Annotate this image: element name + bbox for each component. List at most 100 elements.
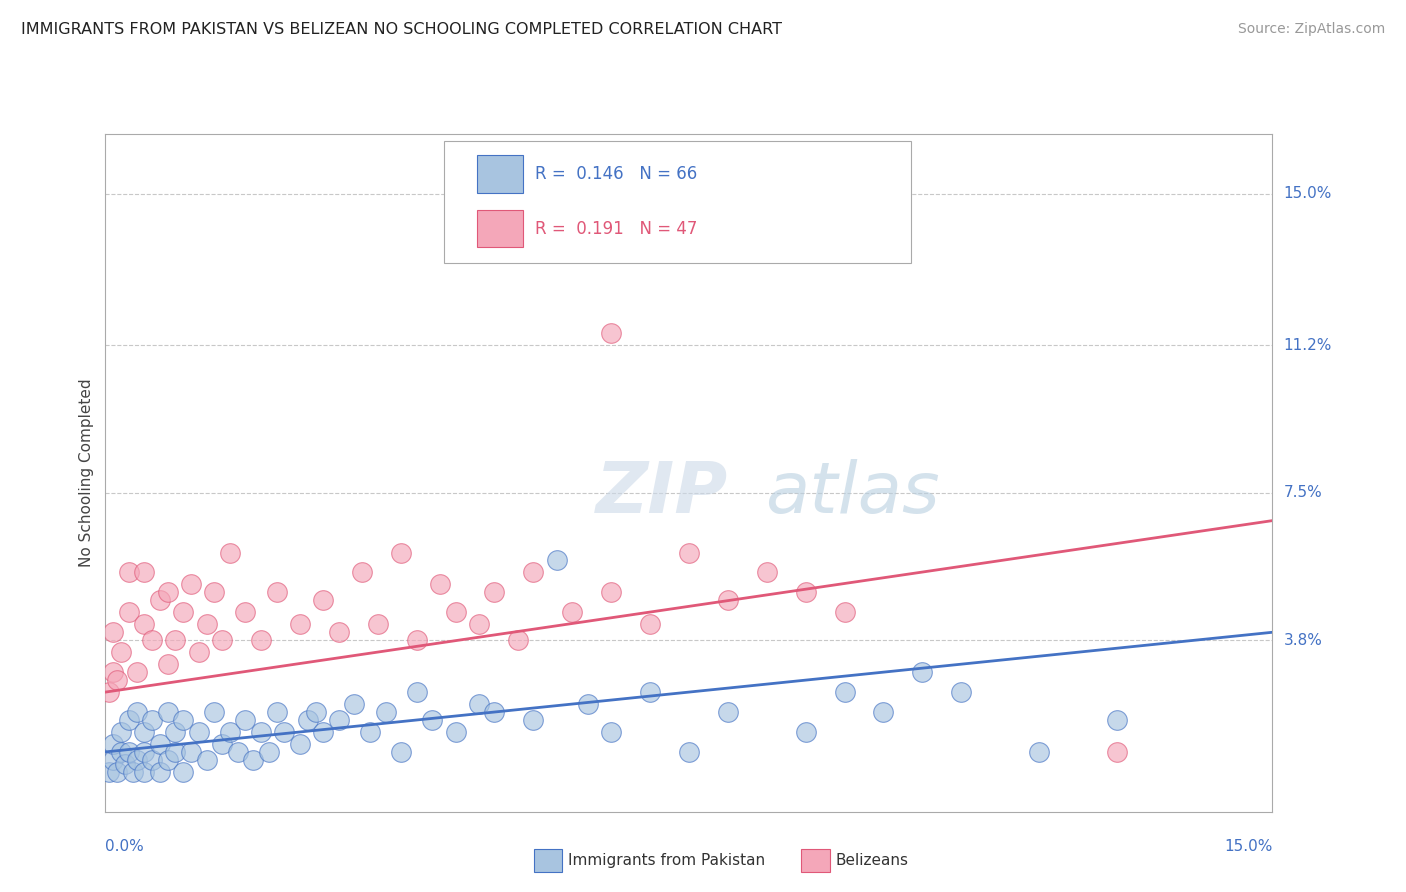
- Point: [110, 745, 132, 759]
- Point: [105, 764, 128, 779]
- Point: [678, 545, 700, 559]
- Point: [180, 745, 202, 759]
- Point: [118, 605, 141, 619]
- Point: [273, 725, 295, 739]
- Point: [522, 566, 544, 580]
- Point: [149, 737, 172, 751]
- Bar: [477, 210, 523, 247]
- Point: [172, 605, 194, 619]
- Point: [141, 633, 163, 648]
- Point: [638, 685, 661, 699]
- Point: [165, 745, 187, 759]
- Text: ZIP: ZIP: [596, 458, 728, 527]
- Point: [266, 585, 288, 599]
- Point: [405, 685, 427, 699]
- Point: [118, 745, 141, 759]
- Point: [367, 617, 389, 632]
- Point: [172, 764, 194, 779]
- Point: [389, 545, 412, 559]
- Point: [110, 645, 132, 659]
- Point: [187, 645, 209, 659]
- Point: [172, 713, 194, 727]
- Point: [911, 665, 934, 680]
- Text: Belizeans: Belizeans: [835, 854, 908, 868]
- Point: [484, 705, 506, 719]
- Point: [576, 697, 599, 711]
- Point: [872, 705, 894, 719]
- Point: [98, 685, 121, 699]
- Point: [125, 665, 148, 680]
- Point: [156, 585, 179, 599]
- Point: [180, 577, 202, 591]
- Point: [600, 326, 623, 341]
- Point: [103, 753, 125, 767]
- Point: [165, 725, 187, 739]
- Text: IMMIGRANTS FROM PAKISTAN VS BELIZEAN NO SCHOOLING COMPLETED CORRELATION CHART: IMMIGRANTS FROM PAKISTAN VS BELIZEAN NO …: [21, 22, 782, 37]
- Point: [114, 756, 136, 771]
- Point: [219, 545, 242, 559]
- Point: [506, 633, 529, 648]
- Text: 11.2%: 11.2%: [1284, 338, 1331, 352]
- Point: [110, 725, 132, 739]
- Point: [1105, 745, 1128, 759]
- Text: 15.0%: 15.0%: [1284, 186, 1331, 201]
- Point: [134, 617, 156, 632]
- Point: [297, 713, 319, 727]
- Point: [134, 725, 156, 739]
- Point: [187, 725, 209, 739]
- Point: [561, 605, 583, 619]
- Point: [468, 697, 491, 711]
- Point: [149, 764, 172, 779]
- Point: [717, 593, 740, 607]
- Point: [304, 705, 326, 719]
- Point: [219, 725, 242, 739]
- Point: [141, 713, 163, 727]
- Point: [195, 617, 218, 632]
- Point: [134, 764, 156, 779]
- Point: [235, 605, 257, 619]
- Point: [250, 633, 273, 648]
- Point: [950, 685, 973, 699]
- Text: R =  0.146   N = 66: R = 0.146 N = 66: [534, 165, 697, 184]
- Text: Source: ZipAtlas.com: Source: ZipAtlas.com: [1237, 22, 1385, 37]
- Text: R =  0.191   N = 47: R = 0.191 N = 47: [534, 219, 697, 237]
- Point: [266, 705, 288, 719]
- Point: [312, 593, 335, 607]
- Point: [312, 725, 335, 739]
- Point: [195, 753, 218, 767]
- Point: [103, 665, 125, 680]
- Point: [288, 617, 311, 632]
- Point: [600, 725, 623, 739]
- Point: [118, 566, 141, 580]
- Point: [484, 585, 506, 599]
- Point: [165, 633, 187, 648]
- Point: [343, 697, 366, 711]
- Y-axis label: No Schooling Completed: No Schooling Completed: [79, 378, 94, 567]
- Point: [125, 753, 148, 767]
- Point: [420, 713, 443, 727]
- Point: [352, 566, 374, 580]
- Point: [1028, 745, 1050, 759]
- Point: [288, 737, 311, 751]
- Point: [444, 725, 467, 739]
- Point: [103, 737, 125, 751]
- Text: 15.0%: 15.0%: [1225, 839, 1272, 855]
- Point: [678, 745, 700, 759]
- Point: [834, 685, 856, 699]
- Point: [226, 745, 249, 759]
- Point: [328, 625, 350, 640]
- Point: [389, 745, 412, 759]
- Point: [1105, 713, 1128, 727]
- Point: [103, 625, 125, 640]
- Point: [359, 725, 381, 739]
- Point: [717, 705, 740, 719]
- Point: [755, 566, 778, 580]
- Point: [141, 753, 163, 767]
- Point: [429, 577, 451, 591]
- Point: [211, 633, 233, 648]
- Point: [134, 745, 156, 759]
- Point: [202, 705, 225, 719]
- Point: [235, 713, 257, 727]
- Point: [834, 605, 856, 619]
- Point: [156, 657, 179, 672]
